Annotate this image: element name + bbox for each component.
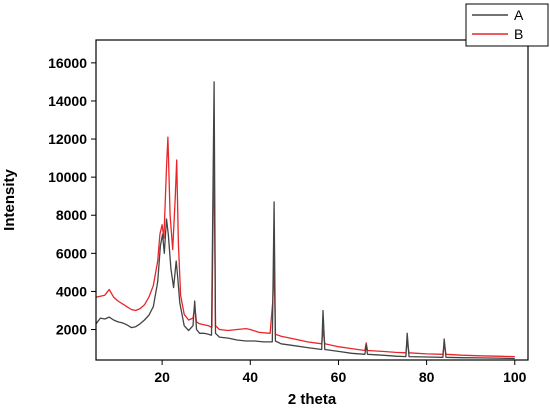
y-tick-label: 16000 [48, 55, 87, 71]
x-tick-label: 60 [331, 369, 347, 385]
legend-label-b: B [514, 26, 523, 42]
x-axis-title: 2 theta [288, 391, 337, 408]
legend-label-a: A [514, 7, 524, 23]
legend: A B [465, 3, 549, 47]
x-tick-label: 40 [242, 369, 258, 385]
x-axis: 20 40 60 80 100 [154, 360, 527, 385]
y-tick-label: 10000 [48, 169, 87, 185]
x-tick-label: 100 [503, 369, 527, 385]
y-axis: 2000 4000 6000 8000 10000 12000 14000 16000 [48, 55, 96, 338]
y-tick-label: 6000 [56, 245, 87, 261]
x-tick-label: 20 [154, 369, 170, 385]
series-line-a [95, 81, 515, 360]
plot-series [95, 81, 515, 360]
y-axis-title: Intensity [1, 169, 18, 231]
y-tick-label: 4000 [56, 283, 87, 299]
x-tick-label: 80 [419, 369, 435, 385]
y-tick-label: 8000 [56, 207, 87, 223]
y-tick-label: 12000 [48, 131, 87, 147]
plot-frame [95, 39, 529, 361]
legend-box [465, 3, 549, 47]
series-line-b [95, 136, 515, 358]
y-tick-label: 2000 [56, 322, 87, 338]
y-tick-label: 14000 [48, 93, 87, 109]
